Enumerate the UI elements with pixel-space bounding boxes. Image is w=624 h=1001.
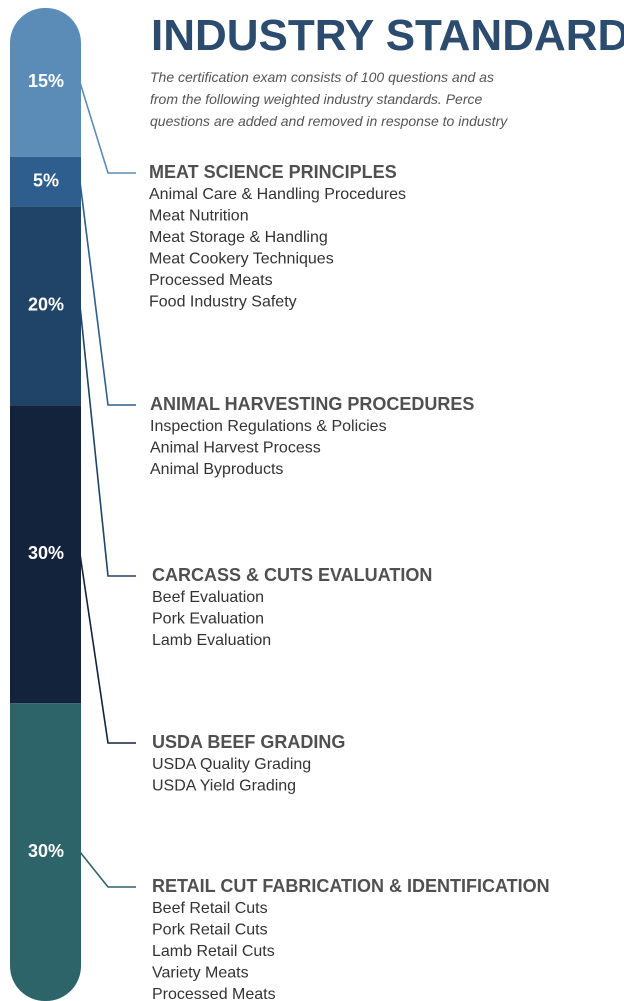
section-heading: MEAT SCIENCE PRINCIPLES <box>149 162 397 182</box>
segment-label: 5% <box>33 171 59 191</box>
section-item: Meat Storage & Handling <box>149 229 328 246</box>
section-item: Variety Meats <box>152 965 249 982</box>
section-item: Pork Evaluation <box>152 611 264 628</box>
connector <box>79 181 136 406</box>
segment-label: 30% <box>28 841 64 861</box>
section-item: Meat Cookery Techniques <box>149 251 334 268</box>
section-item: Beef Evaluation <box>152 589 264 606</box>
section-heading: CARCASS & CUTS EVALUATION <box>152 565 432 585</box>
segment-label: 20% <box>28 295 64 315</box>
connector <box>79 305 136 577</box>
section-item: Meat Nutrition <box>149 208 249 225</box>
bar-segment <box>10 8 81 157</box>
section-heading: USDA BEEF GRADING <box>152 732 345 752</box>
section-item: Food Industry Safety <box>149 294 297 311</box>
section-heading: RETAIL CUT FABRICATION & IDENTIFICATION <box>152 876 550 896</box>
section-item: Animal Harvest Process <box>150 440 321 457</box>
section-item: USDA Quality Grading <box>152 756 311 773</box>
bar-segment <box>10 703 81 1001</box>
section-item: Animal Care & Handling Procedures <box>149 186 406 203</box>
intro-line: The certification exam consists of 100 q… <box>150 69 494 85</box>
title: INDUSTRY STANDARDS <box>151 11 624 60</box>
connector <box>79 82 136 174</box>
segment-label: 15% <box>28 71 64 91</box>
section-item: Animal Byproducts <box>150 461 283 478</box>
bar-segment <box>10 405 81 704</box>
section-item: Lamb Retail Cuts <box>152 943 275 960</box>
section-item: Beef Retail Cuts <box>152 900 268 917</box>
bar-segment <box>10 206 81 406</box>
section-item: Pork Retail Cuts <box>152 922 268 939</box>
section-item: USDA Yield Grading <box>152 778 296 795</box>
section-item: Lamb Evaluation <box>152 632 271 649</box>
segment-label: 30% <box>28 543 64 563</box>
section-heading: ANIMAL HARVESTING PROCEDURES <box>150 394 474 414</box>
connector <box>79 554 136 744</box>
section-item: Processed Meats <box>152 986 276 1001</box>
connector <box>79 851 136 888</box>
weight-bar <box>10 8 81 1001</box>
section-item: Processed Meats <box>149 272 273 289</box>
bar-segment <box>10 156 81 207</box>
intro-line: from the following weighted industry sta… <box>150 91 482 107</box>
intro-line: questions are added and removed in respo… <box>150 113 508 129</box>
section-item: Inspection Regulations & Policies <box>150 418 387 435</box>
